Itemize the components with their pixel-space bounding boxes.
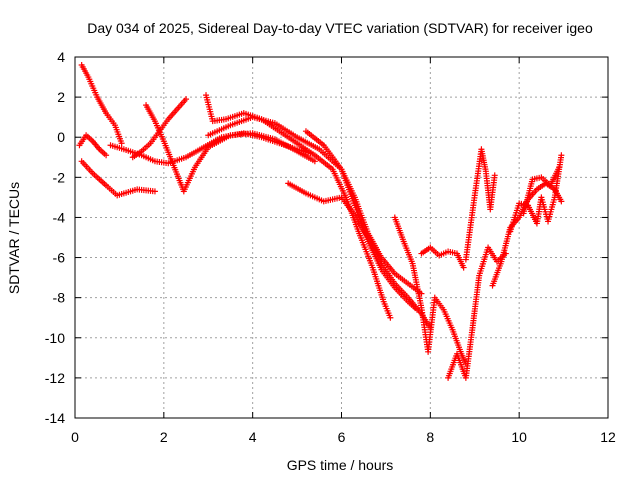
series-track-15	[489, 180, 565, 289]
x-tick-label: 0	[71, 429, 79, 445]
x-tick-label: 10	[511, 429, 527, 445]
y-axis-label: SDTVAR / TECUs	[6, 182, 22, 294]
y-tick-label: -10	[45, 330, 65, 346]
x-tick-label: 6	[338, 429, 346, 445]
series-track-10	[302, 128, 421, 313]
series-track-1	[78, 62, 125, 147]
x-tick-label: 2	[160, 429, 168, 445]
series-track-2	[76, 132, 110, 159]
grid	[75, 57, 608, 418]
series-track-11	[391, 214, 469, 367]
x-tick-label: 4	[249, 429, 257, 445]
x-tick-label: 12	[600, 429, 616, 445]
x-axis-label: GPS time / hours	[287, 457, 394, 473]
series-track-17	[520, 164, 563, 217]
y-tick-label: -14	[45, 410, 65, 426]
y-tick-label: 0	[57, 129, 65, 145]
data-point	[556, 164, 563, 171]
data-point	[103, 152, 110, 159]
data-point	[151, 188, 158, 195]
data-point	[491, 172, 498, 179]
y-tick-label: -2	[53, 169, 66, 185]
axis-ticks: 0 2 4 6 8 10 12 -14 -12 -10 -8 -6 -4 -2 0 2 4	[45, 49, 616, 445]
y-tick-label: -4	[53, 209, 66, 225]
y-tick-label: -8	[53, 290, 66, 306]
data-point	[460, 264, 467, 271]
data-point	[558, 152, 565, 159]
series-track-13	[445, 244, 509, 381]
data-points	[76, 62, 565, 381]
data-point	[387, 314, 394, 321]
data-point	[558, 198, 565, 205]
y-tick-label: -12	[45, 370, 65, 386]
data-point	[183, 96, 190, 103]
y-tick-label: 2	[57, 89, 65, 105]
series-track-6	[129, 96, 190, 161]
series-track-14	[462, 146, 498, 263]
series-track-7	[203, 92, 394, 321]
series-track-9	[285, 180, 434, 331]
data-point	[311, 158, 318, 165]
y-tick-label: 4	[57, 49, 65, 65]
y-tick-label: -6	[53, 250, 66, 266]
chart-title: Day 034 of 2025, Sidereal Day-to-day VTE…	[87, 20, 593, 36]
x-tick-label: 8	[426, 429, 434, 445]
series-track-12	[418, 244, 467, 271]
data-point	[118, 140, 125, 147]
series-track-5	[143, 102, 318, 195]
series-track-3	[78, 158, 158, 199]
series-track-8	[205, 114, 425, 297]
